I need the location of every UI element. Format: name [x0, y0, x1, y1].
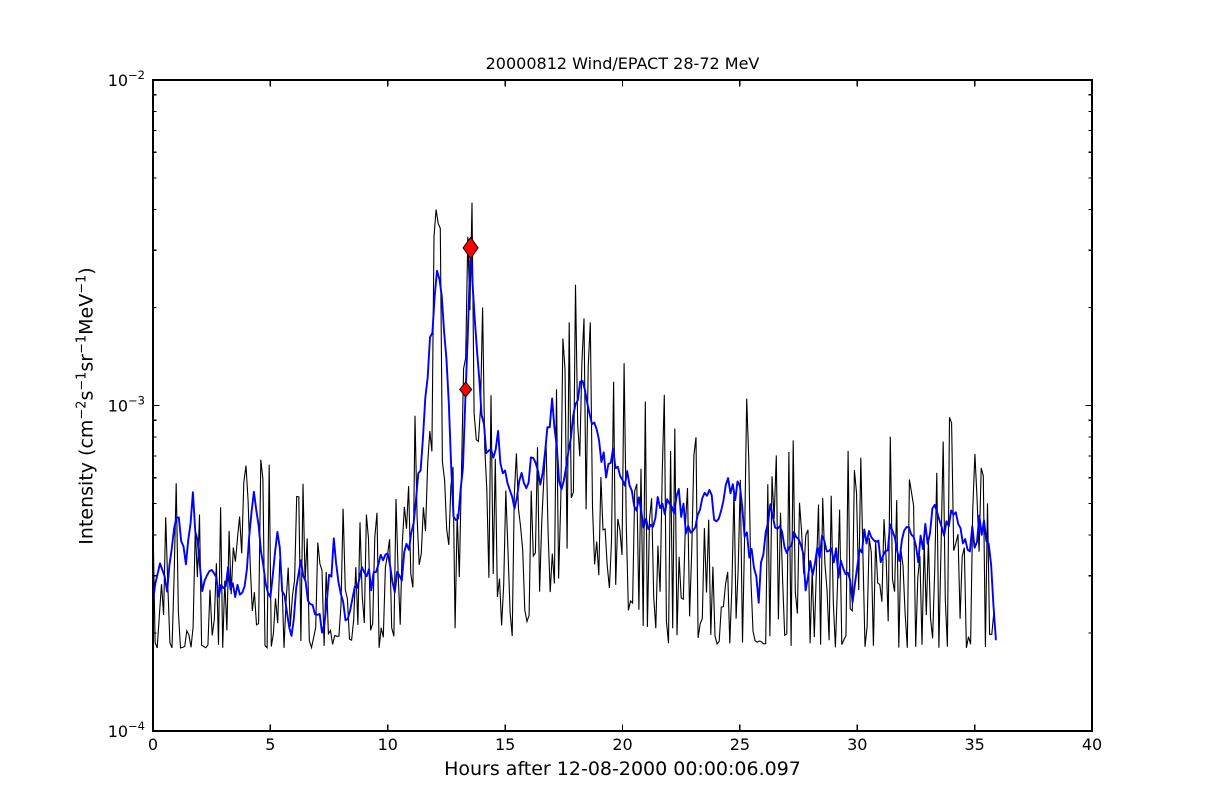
event-marker-diamond-large — [462, 236, 479, 260]
y-axis-label-text: s — [75, 390, 98, 401]
y-axis-label-exponent: −1 — [74, 274, 90, 294]
x-tick-label: 30 — [847, 735, 867, 754]
x-tick-label: 40 — [1082, 735, 1102, 754]
y-tick-label: 10−3 — [108, 394, 145, 416]
event-marker-diamond-small — [459, 381, 473, 398]
x-tick-label: 20 — [612, 735, 632, 754]
x-tick-label: 15 — [495, 735, 515, 754]
y-tick-label: 10−4 — [108, 719, 145, 741]
y-axis-label-text: Intensity (cm — [75, 419, 98, 545]
y-axis-label-exponent: −1 — [74, 334, 90, 354]
y-axis-label: Intensity (cm−2s−1sr−1MeV−1) — [74, 267, 97, 544]
smoothed-series-path — [153, 246, 997, 641]
x-tick-label: 35 — [964, 735, 984, 754]
data-layer — [153, 202, 997, 650]
x-tick-label: 5 — [265, 735, 275, 754]
y-axis-label-exponent: −2 — [74, 400, 90, 420]
x-tick-label: 0 — [148, 735, 158, 754]
chart-title: 20000812 Wind/EPACT 28-72 MeV — [485, 54, 760, 73]
y-axis-label-text: MeV — [75, 293, 98, 335]
axis-frame — [152, 79, 1093, 732]
y-axis-label-text: sr — [75, 353, 98, 372]
y-axis-label-exponent: −1 — [74, 371, 90, 391]
x-tick-label: 10 — [378, 735, 398, 754]
y-tick-label: 10−2 — [108, 68, 145, 90]
raw-series-path — [153, 202, 995, 650]
x-tick-label: 25 — [730, 735, 750, 754]
x-axis-label: Hours after 12-08-2000 00:00:06.097 — [444, 758, 801, 780]
y-axis-label-text: ) — [75, 267, 98, 275]
